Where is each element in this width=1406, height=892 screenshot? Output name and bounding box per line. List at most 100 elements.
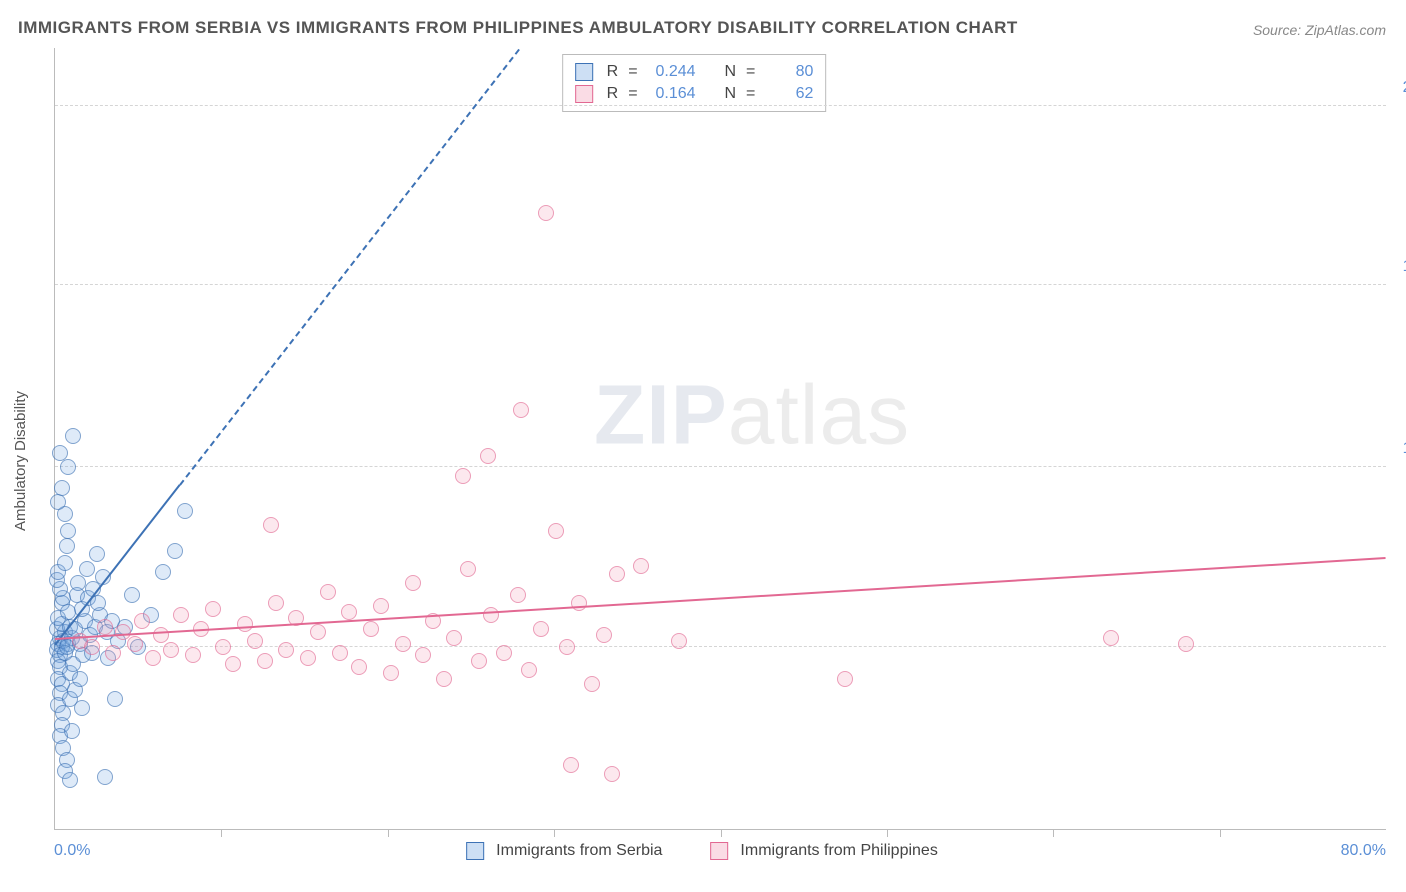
legend-row-serbia: R = 0.244 N = 80 (575, 61, 814, 83)
data-point-philippines (483, 607, 499, 623)
data-point-philippines (134, 613, 150, 629)
chart-area: Ambulatory Disability ZIPatlas R = 0.244… (18, 48, 1386, 874)
swatch-philippines (575, 85, 593, 103)
data-point-philippines (97, 619, 113, 635)
data-point-philippines (460, 561, 476, 577)
x-axis-max-label: 80.0% (1341, 842, 1386, 860)
data-point-philippines (363, 621, 379, 637)
data-point-philippines (521, 662, 537, 678)
equals: = (746, 63, 755, 81)
series-legend: Immigrants from Serbia Immigrants from P… (466, 842, 938, 860)
legend-label-philippines: Immigrants from Philippines (740, 842, 937, 860)
correlation-legend: R = 0.244 N = 80 R = 0.164 N = 62 (562, 54, 827, 112)
data-point-serbia (97, 769, 113, 785)
data-point-philippines (533, 621, 549, 637)
n-prefix: N (724, 63, 736, 81)
data-point-philippines (351, 659, 367, 675)
watermark-light: atlas (728, 368, 910, 462)
data-point-philippines (510, 587, 526, 603)
x-tick (1220, 829, 1221, 837)
grid-line-h (55, 466, 1386, 467)
equals: = (628, 63, 637, 81)
data-point-philippines (105, 645, 121, 661)
data-point-philippines (163, 642, 179, 658)
data-point-philippines (633, 558, 649, 574)
y-tick-label: 12.5% (1392, 440, 1406, 458)
data-point-philippines (310, 624, 326, 640)
data-point-serbia (167, 543, 183, 559)
r-prefix: R (607, 63, 619, 81)
data-point-philippines (320, 584, 336, 600)
x-tick (887, 829, 888, 837)
data-point-serbia (59, 538, 75, 554)
swatch-serbia (466, 842, 484, 860)
data-point-serbia (72, 671, 88, 687)
trend-line (179, 48, 520, 485)
data-point-serbia (50, 494, 66, 510)
data-point-serbia (155, 564, 171, 580)
data-point-philippines (446, 630, 462, 646)
watermark-bold: ZIP (594, 368, 728, 462)
data-point-philippines (332, 645, 348, 661)
data-point-serbia (64, 723, 80, 739)
data-point-philippines (257, 653, 273, 669)
data-point-philippines (496, 645, 512, 661)
x-tick (221, 829, 222, 837)
data-point-serbia (65, 428, 81, 444)
x-tick (721, 829, 722, 837)
n-value-philippines: 62 (765, 85, 813, 103)
data-point-serbia (124, 587, 140, 603)
data-point-philippines (373, 598, 389, 614)
data-point-philippines (215, 639, 231, 655)
data-point-philippines (383, 665, 399, 681)
data-point-serbia (60, 459, 76, 475)
data-point-philippines (341, 604, 357, 620)
data-point-philippines (395, 636, 411, 652)
data-point-philippines (480, 448, 496, 464)
data-point-philippines (559, 639, 575, 655)
x-tick (388, 829, 389, 837)
data-point-philippines (278, 642, 294, 658)
data-point-philippines (205, 601, 221, 617)
x-axis-min-label: 0.0% (54, 842, 90, 860)
y-tick-label: 18.8% (1392, 258, 1406, 276)
data-point-philippines (609, 566, 625, 582)
data-point-philippines (300, 650, 316, 666)
data-point-philippines (471, 653, 487, 669)
data-point-serbia (177, 503, 193, 519)
data-point-philippines (548, 523, 564, 539)
data-point-philippines (671, 633, 687, 649)
y-axis-title: Ambulatory Disability (12, 391, 29, 531)
data-point-serbia (89, 546, 105, 562)
x-tick (1053, 829, 1054, 837)
data-point-philippines (837, 671, 853, 687)
data-point-philippines (145, 650, 161, 666)
data-point-philippines (584, 676, 600, 692)
watermark: ZIPatlas (594, 367, 910, 464)
legend-row-philippines: R = 0.164 N = 62 (575, 83, 814, 105)
data-point-serbia (62, 772, 78, 788)
grid-line-h (55, 284, 1386, 285)
data-point-serbia (107, 691, 123, 707)
swatch-philippines (710, 842, 728, 860)
data-point-philippines (84, 639, 100, 655)
data-point-philippines (237, 616, 253, 632)
swatch-serbia (575, 63, 593, 81)
r-value-philippines: 0.164 (648, 85, 696, 103)
n-value-serbia: 80 (765, 63, 813, 81)
plot-region: ZIPatlas R = 0.244 N = 80 R = 0.164 N = (54, 48, 1386, 830)
data-point-serbia (74, 700, 90, 716)
r-prefix: R (607, 85, 619, 103)
data-point-philippines (415, 647, 431, 663)
x-tick (554, 829, 555, 837)
grid-line-h (55, 105, 1386, 106)
legend-label-serbia: Immigrants from Serbia (496, 842, 662, 860)
data-point-philippines (1178, 636, 1194, 652)
legend-item-serbia: Immigrants from Serbia (466, 842, 662, 860)
data-point-philippines (405, 575, 421, 591)
data-point-philippines (513, 402, 529, 418)
data-point-philippines (247, 633, 263, 649)
data-point-serbia (79, 561, 95, 577)
data-point-serbia (60, 523, 76, 539)
data-point-philippines (225, 656, 241, 672)
